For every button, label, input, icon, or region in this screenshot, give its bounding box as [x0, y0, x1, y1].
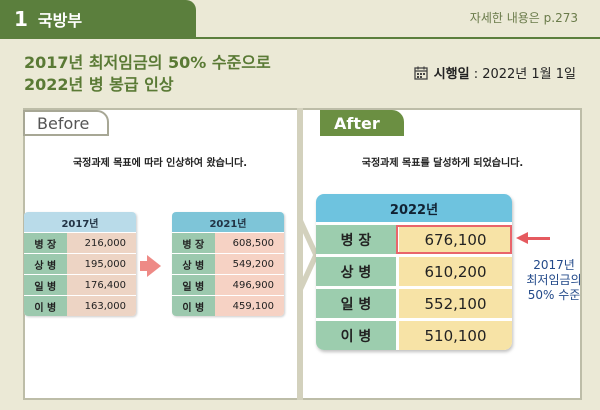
table-row: 이 병 510,100: [316, 318, 512, 350]
after-description: 국정과제 목표를 달성하게 되었습니다.: [361, 158, 524, 169]
rank-cell: 이 병: [172, 296, 215, 316]
divider-chevron: [297, 220, 319, 290]
table-row: 이 병 163,000: [24, 295, 136, 316]
table-header: 2022년: [316, 194, 512, 222]
rank-cell: 병 장: [24, 233, 67, 253]
headline-line-1: 2017년 최저임금의 50% 수준으로: [24, 53, 271, 72]
table-row: 병 장 608,500: [172, 232, 284, 253]
table-header: 2021년: [172, 212, 284, 232]
pay-cell: 676,100: [396, 225, 512, 254]
arrow-right-icon: [147, 255, 161, 277]
effective-value: : 2022년 1월 1일: [469, 67, 576, 82]
before-description: 국정과제 목표에 따라 인상하여 왔습니다.: [72, 158, 248, 169]
rank-cell: 병 장: [316, 225, 396, 254]
callout-line-3: 50% 수준: [527, 288, 581, 302]
callout-line-2: 최저임금의: [526, 273, 582, 287]
before-tab: Before: [23, 110, 109, 136]
rank-cell: 병 장: [172, 233, 215, 253]
pay-cell: 496,900: [214, 275, 284, 295]
pay-cell: 459,100: [214, 296, 284, 316]
section-number: 1: [14, 7, 28, 31]
table-header: 2017년: [24, 212, 136, 232]
table-row: 상 병 610,200: [316, 254, 512, 286]
rank-cell: 상 병: [172, 254, 215, 274]
rank-cell: 일 병: [24, 275, 67, 295]
table-row: 병 장 216,000: [24, 232, 136, 253]
pay-cell: 163,000: [66, 296, 136, 316]
pay-cell: 510,100: [396, 321, 512, 350]
pay-cell: 549,200: [214, 254, 284, 274]
page-reference: 자세한 내용은 p.273: [469, 11, 578, 25]
effective-label: 시행일: [433, 67, 470, 82]
table-row: 일 병 552,100: [316, 286, 512, 318]
header-rule: [0, 37, 600, 39]
after-tab: After: [320, 110, 404, 136]
rank-cell: 상 병: [316, 257, 396, 286]
callout-line-1: 2017년: [533, 258, 575, 272]
effective-date: 시행일 : 2022년 1월 1일: [414, 63, 576, 82]
rank-cell: 일 병: [172, 275, 215, 295]
calendar-icon: [414, 66, 428, 80]
pay-cell: 195,000: [66, 254, 136, 274]
pay-table-2022: 2022년 병 장 676,100 상 병 610,200 일 병 552,100 이…: [316, 194, 512, 350]
rank-cell: 상 병: [24, 254, 67, 274]
table-row: 상 병 549,200: [172, 253, 284, 274]
arrow-right-icon-tail: [140, 261, 148, 271]
table-row: 이 병 459,100: [172, 295, 284, 316]
rank-cell: 일 병: [316, 289, 396, 318]
headline: 2017년 최저임금의 50% 수준으로 2022년 병 봉급 인상: [24, 52, 271, 96]
table-row: 병 장 676,100: [316, 222, 512, 254]
rank-cell: 이 병: [316, 321, 396, 350]
table-row: 상 병 195,000: [24, 253, 136, 274]
rank-cell: 이 병: [24, 296, 67, 316]
arrow-left-icon: [516, 232, 528, 244]
section-title: 국방부: [37, 11, 83, 30]
section-tab: 1 국방부: [0, 0, 196, 38]
headline-line-2: 2022년 병 봉급 인상: [24, 75, 174, 94]
pay-cell: 552,100: [396, 289, 512, 318]
table-row: 일 병 496,900: [172, 274, 284, 295]
arrow-left-icon-tail: [528, 237, 550, 240]
pay-table-2021: 2021년 병 장 608,500 상 병 549,200 일 병 496,900 이…: [172, 212, 284, 316]
pay-cell: 176,400: [66, 275, 136, 295]
min-wage-callout: 2017년 최저임금의 50% 수준: [514, 258, 594, 303]
pay-cell: 608,500: [214, 233, 284, 253]
table-row: 일 병 176,400: [24, 274, 136, 295]
pay-cell: 216,000: [66, 233, 136, 253]
panel-divider: [297, 108, 303, 400]
pay-table-2017: 2017년 병 장 216,000 상 병 195,000 일 병 176,400 이…: [24, 212, 136, 316]
pay-cell: 610,200: [396, 257, 512, 286]
